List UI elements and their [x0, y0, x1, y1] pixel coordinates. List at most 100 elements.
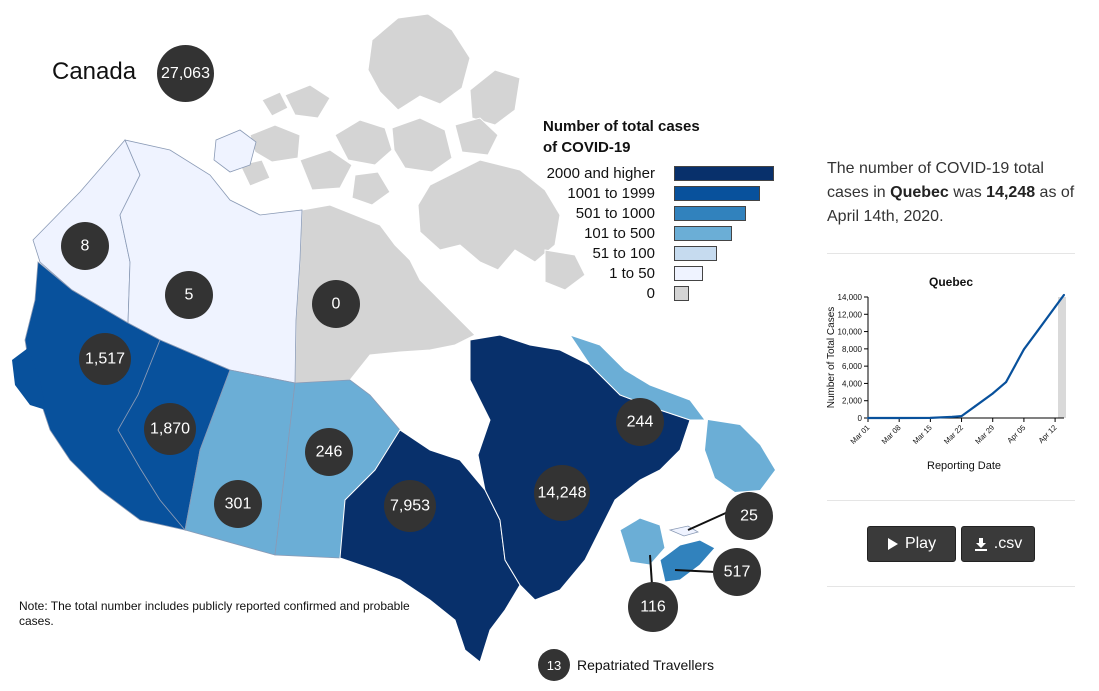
series-point	[898, 416, 901, 419]
bubble-circle	[628, 582, 678, 632]
footnote: Note: The total number includes publicly…	[19, 599, 410, 628]
bubble-value: 5	[185, 287, 194, 304]
region-bubble[interactable]: 5	[165, 271, 213, 319]
legend-item-label: 2000 and higher	[546, 164, 655, 182]
bubble-value: 25	[740, 508, 758, 525]
mini-chart-title: Quebec	[928, 275, 973, 289]
repatriated-travellers: 13 Repatriated Travellers	[538, 649, 714, 681]
play-label: Play	[904, 535, 937, 552]
y-tick-label: 12,000	[838, 310, 863, 319]
bubble-value: 1,870	[150, 421, 190, 438]
y-tick-label: 0	[858, 414, 863, 423]
region-newfoundland-labrador[interactable]	[568, 334, 706, 421]
region-bubble[interactable]: 116	[628, 582, 678, 632]
series-point	[991, 392, 994, 395]
newfoundland-island	[705, 420, 775, 492]
divider-top	[827, 253, 1075, 254]
region-bubble[interactable]: 0	[312, 280, 360, 328]
national-total-bubble: 27,063	[157, 45, 214, 102]
bubble-circle	[165, 271, 213, 319]
mini-line-chart: 0 2,000 4,000 6,000 8,000 10,000 12,000 14,000 M…	[826, 293, 1066, 472]
region-bubble[interactable]: 7,953	[384, 480, 436, 532]
series-line	[867, 294, 1065, 420]
series-point	[929, 416, 932, 419]
y-tick-label: 4,000	[842, 379, 863, 388]
x-tick-label: Mar 01	[849, 423, 872, 446]
bubble-circle	[305, 428, 353, 476]
x-tick-label: Apr 05	[1005, 423, 1027, 445]
legend: Number of total cases of COVID-19 2000 a…	[530, 116, 790, 303]
region-bubble[interactable]: 14,248	[534, 465, 590, 521]
x-axis-title: Reporting Date	[927, 460, 1001, 472]
summary-text: The number of COVID-19 total cases in Qu…	[827, 157, 1077, 229]
region-new-brunswick[interactable]	[619, 517, 666, 566]
region-bubble[interactable]: 1,870	[144, 403, 196, 455]
x-tick-label: Apr 12	[1037, 423, 1059, 445]
series-point	[1054, 305, 1057, 308]
summary-middle: was	[948, 184, 987, 201]
series-point	[973, 405, 976, 408]
region-bubble[interactable]: 246	[305, 428, 353, 476]
series-point	[867, 417, 869, 419]
case-bubbles: 8 5 0 1,517 1,870 301 246 7,953 14,248 244 25 517 11…	[61, 222, 773, 632]
legend-item: 0	[530, 283, 790, 303]
legend-swatch	[674, 285, 689, 301]
csv-label: .csv	[993, 535, 1023, 552]
y-axis-title: Number of Total Cases	[826, 307, 837, 409]
legend-item: 501 to 1000	[530, 203, 790, 223]
y-tick-label: 14,000	[838, 293, 863, 302]
divider-bottom	[827, 586, 1075, 587]
series-point	[1036, 330, 1039, 333]
legend-swatch	[674, 245, 717, 261]
legend-swatch	[674, 225, 732, 241]
legend-item: 1 to 50	[530, 263, 790, 283]
legend-title-line1: Number of total cases	[543, 118, 700, 135]
bubble-value: 1,517	[85, 351, 125, 368]
divider-middle	[827, 500, 1075, 501]
legend-item: 1001 to 1999	[530, 183, 790, 203]
region-bubble[interactable]: 8	[61, 222, 109, 270]
bubble-circle	[384, 480, 436, 532]
x-tick-label: Mar 15	[911, 423, 934, 446]
bubble-value: 14,248	[538, 485, 587, 502]
play-button[interactable]: Play	[867, 526, 956, 562]
bubble-value: 8	[81, 238, 90, 255]
y-tick-label: 8,000	[842, 345, 863, 354]
leader-lines	[649, 511, 729, 586]
legend-title: Number of total cases of COVID-19	[530, 116, 790, 158]
series-point	[1022, 348, 1025, 351]
region-bubble[interactable]: 301	[214, 480, 262, 528]
summary-value: 14,248	[986, 184, 1036, 201]
series-point	[951, 415, 954, 418]
legend-swatch	[674, 185, 760, 201]
bubble-value: 7,953	[390, 498, 430, 515]
bubble-circle	[79, 333, 131, 385]
region-bubble[interactable]: 1,517	[79, 333, 131, 385]
legend-title-line2: of COVID-19	[543, 139, 631, 156]
region-nova-scotia[interactable]	[659, 539, 716, 583]
repatriated-count: 13	[538, 649, 570, 681]
legend-item: 101 to 500	[530, 223, 790, 243]
region-bubble[interactable]: 517	[713, 548, 761, 596]
download-icon	[974, 537, 988, 551]
latest-date-highlight	[1058, 297, 1066, 418]
bubble-value: 244	[627, 414, 654, 431]
legend-item: 2000 and higher	[530, 163, 790, 183]
legend-item-label: 101 to 500	[584, 224, 655, 242]
region-nwt[interactable]	[119, 139, 303, 384]
legend-items: 2000 and higher 1001 to 1999 501 to 1000 10…	[530, 163, 790, 303]
region-bubble[interactable]: 25	[725, 492, 773, 540]
x-tick-label: Mar 22	[942, 423, 965, 446]
canada-map: 8 5 0 1,517 1,870 301 246 7,953 14,248 244 25 517 11…	[12, 13, 775, 663]
bubble-value: 301	[225, 496, 252, 513]
summary-province: Quebec	[890, 184, 949, 201]
bc-island	[12, 348, 46, 410]
bubble-circle	[725, 492, 773, 540]
summary-prefix: The number of COVID-19 total cases in	[827, 160, 1044, 201]
download-csv-button[interactable]: .csv	[961, 526, 1035, 562]
national-label: Canada	[52, 58, 137, 85]
repatriated-label: Repatriated Travellers	[577, 657, 714, 673]
region-bubble[interactable]: 244	[616, 398, 664, 446]
arctic-islands	[239, 13, 586, 291]
play-icon	[887, 537, 899, 551]
